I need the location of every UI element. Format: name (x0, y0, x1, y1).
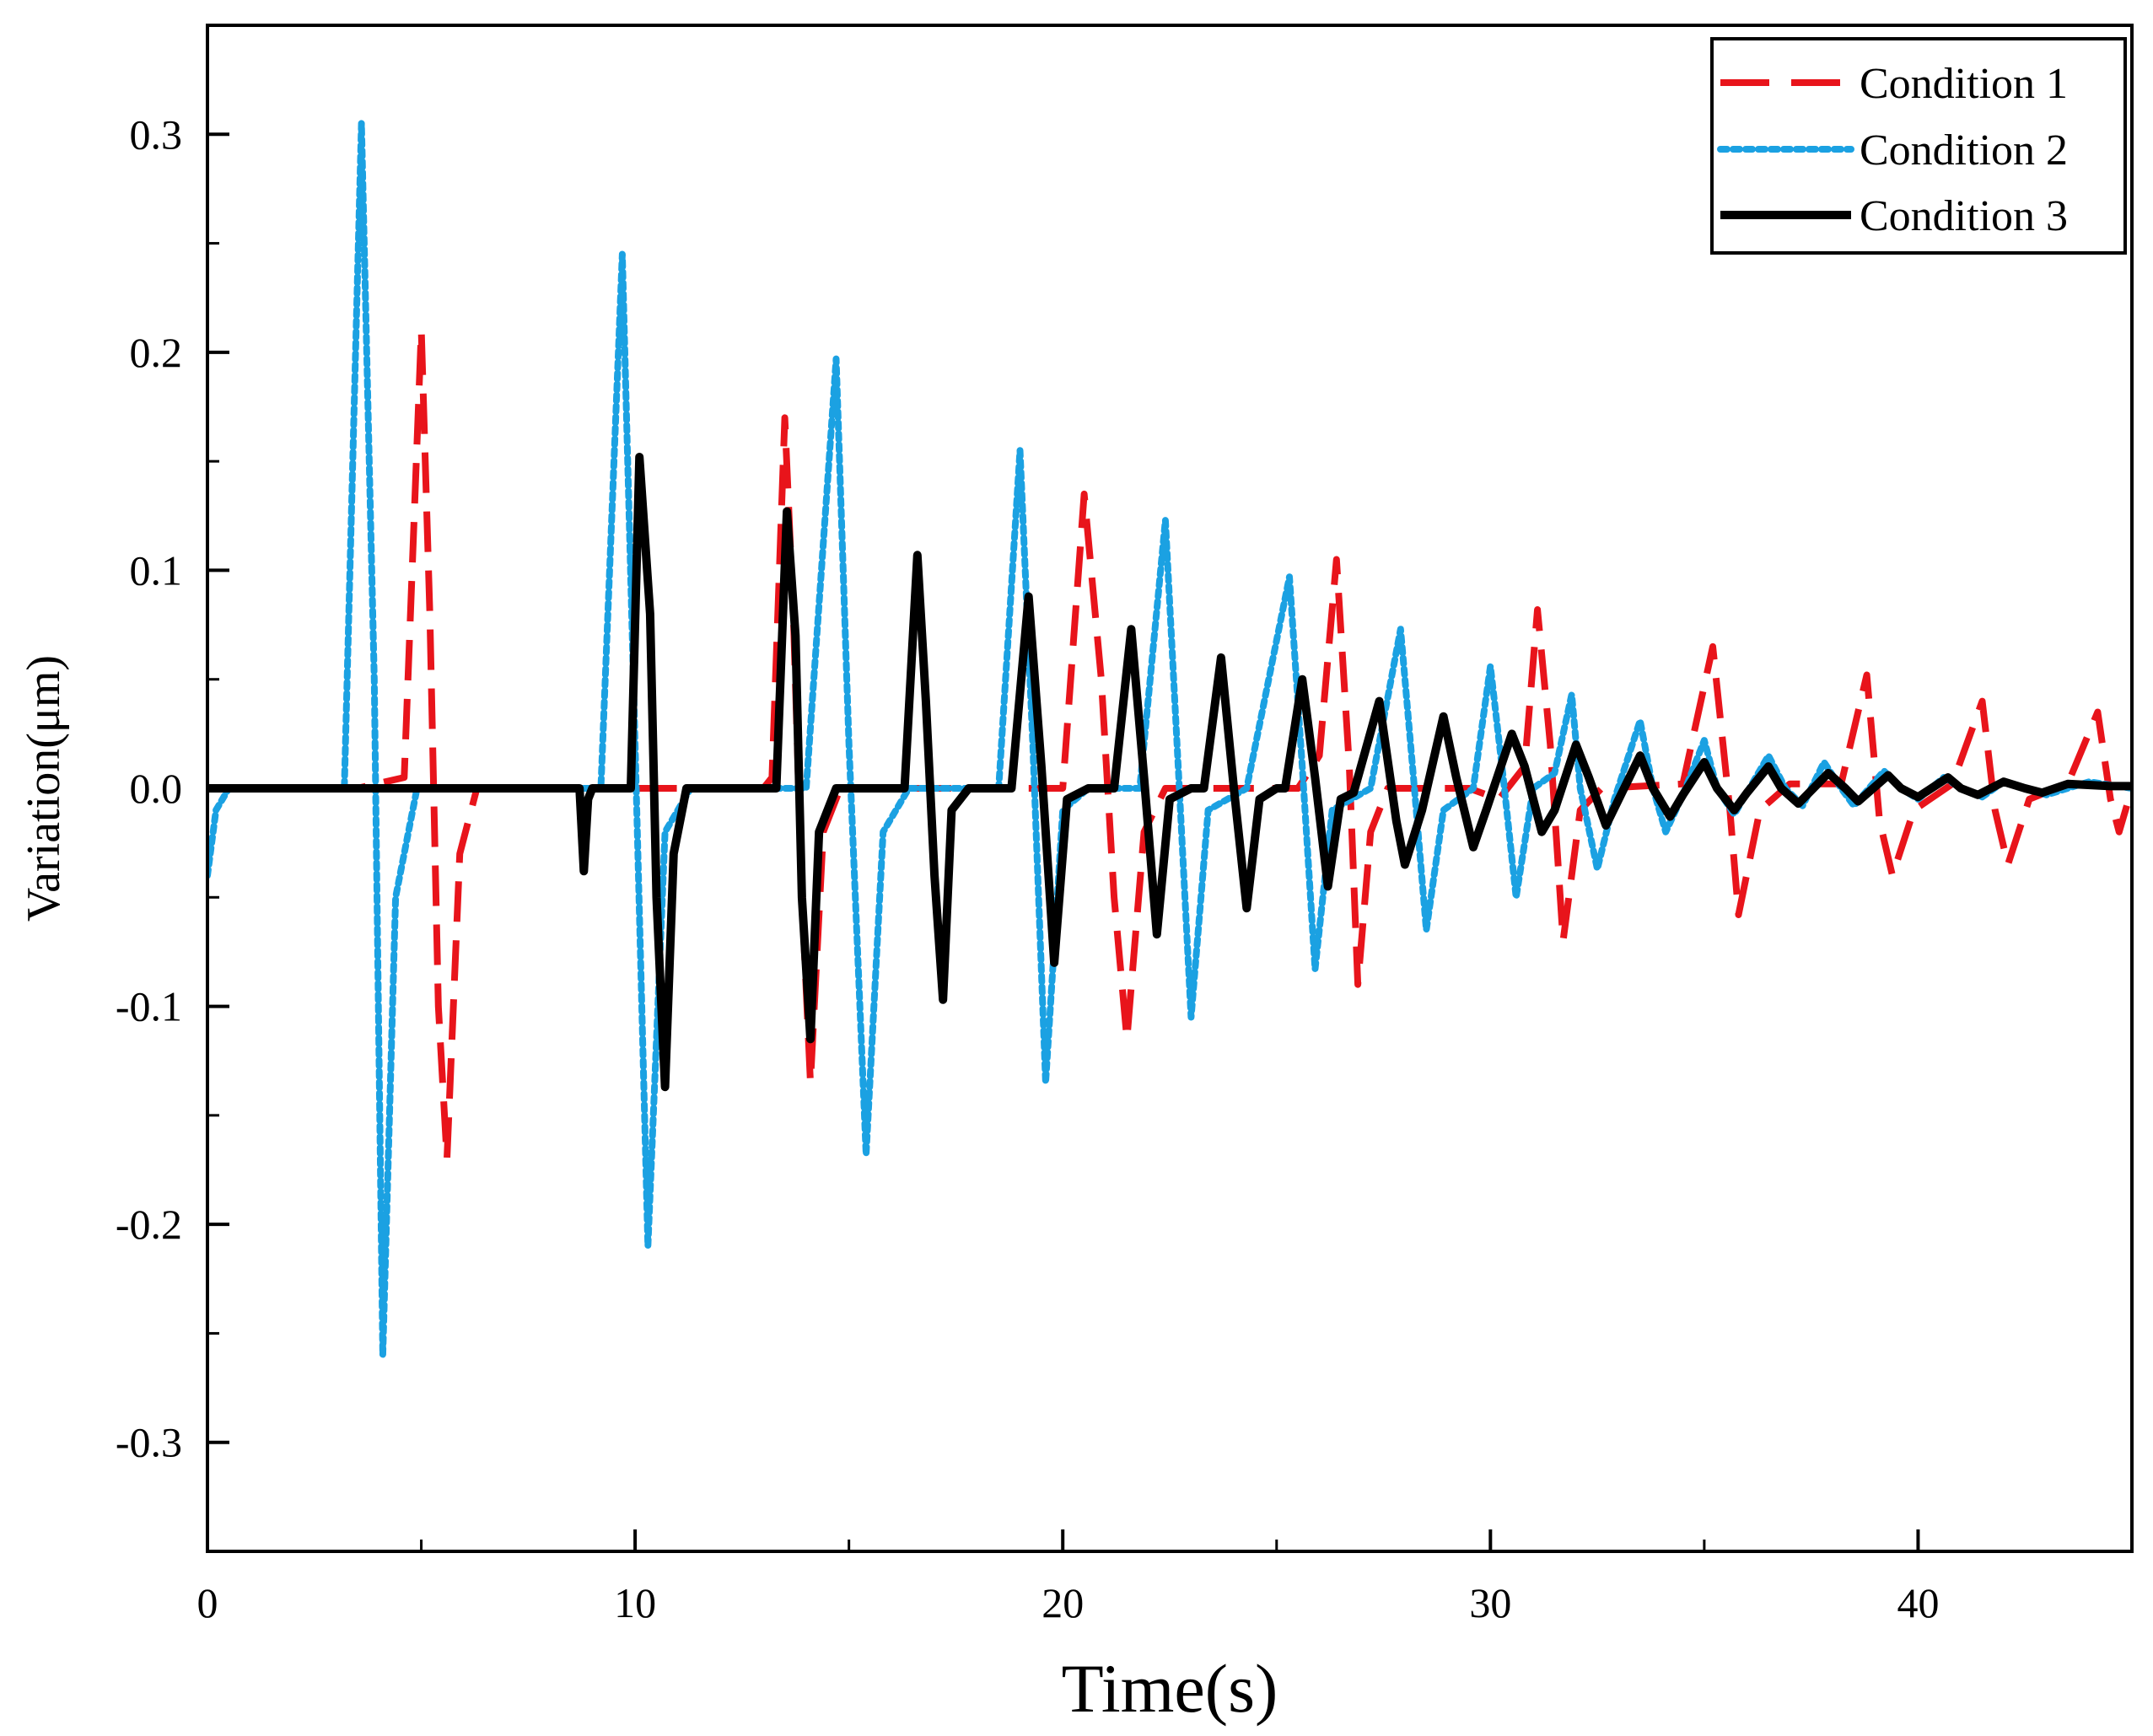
series-line-condition-1 (207, 327, 2132, 1163)
x-tick-label: 10 (614, 1579, 656, 1626)
y-tick-label: 0.2 (130, 329, 183, 376)
x-tick-label: 0 (197, 1579, 218, 1626)
x-tick-label: 40 (1897, 1579, 1939, 1626)
y-tick-label: 0.3 (130, 110, 183, 158)
legend-label-condition-1: Condition 1 (1860, 60, 2068, 108)
y-tick-label: 0.0 (130, 765, 183, 812)
y-tick-label: -0.1 (116, 983, 182, 1030)
legend: Condition 1 Condition 2 Condition 3 (1710, 37, 2127, 255)
x-axis-title: Time(s) (1062, 1650, 1278, 1727)
series-line-condition-3 (207, 453, 2132, 1092)
x-tick-label: 20 (1042, 1579, 1084, 1626)
y-tick-label: -0.3 (116, 1419, 182, 1466)
y-axis-ticks: -0.3 -0.2 -0.1 0.0 0.1 0.2 0.3 (116, 110, 229, 1466)
series-layer (207, 120, 2132, 1359)
y-axis-title: Variation(μm) (18, 655, 70, 922)
x-tick-label: 30 (1469, 1579, 1511, 1626)
legend-label-condition-2: Condition 2 (1860, 126, 2068, 175)
x-axis-ticks: 0 10 20 30 40 (197, 1529, 1939, 1626)
y-tick-label: -0.2 (116, 1201, 182, 1248)
y-tick-label: 0.1 (130, 546, 183, 594)
legend-label-condition-3: Condition 3 (1860, 192, 2068, 240)
